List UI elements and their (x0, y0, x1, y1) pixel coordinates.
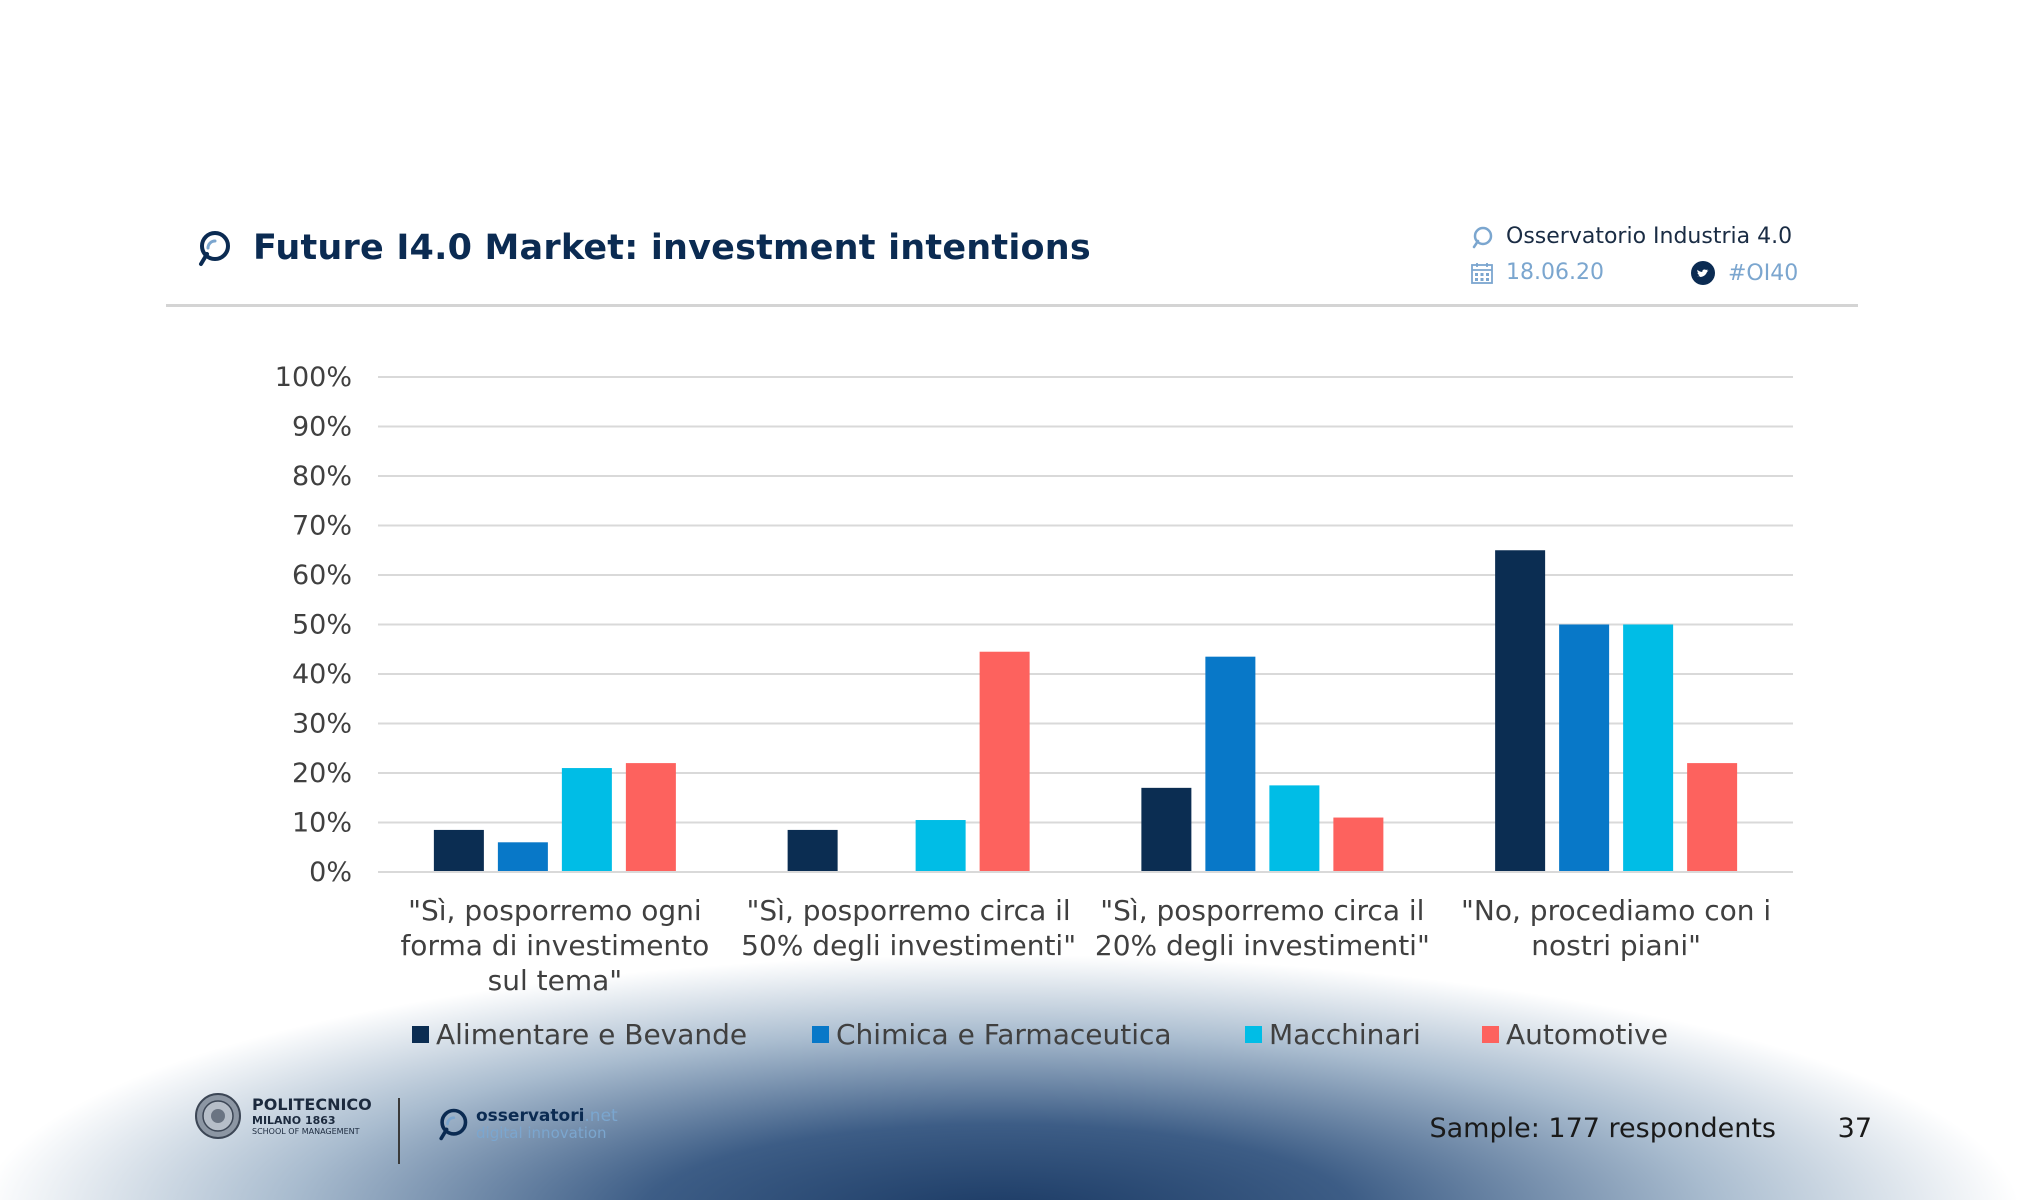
politecnico-city: MILANO 1863 (252, 1113, 336, 1127)
bar (979, 651, 1030, 872)
legend-label: Macchinari (1269, 1018, 1421, 1051)
hashtag-row: #OI40 (1690, 260, 1798, 286)
y-tick-label: 40% (292, 659, 352, 690)
x-category-label: sul tema" (488, 964, 623, 997)
osservatori-tagline: digital innovation (476, 1123, 607, 1142)
legend-label: Alimentare e Bevande (436, 1018, 747, 1051)
x-category-label: 20% degli investimenti" (1095, 929, 1430, 962)
bar (1269, 785, 1320, 872)
y-tick-label: 60% (292, 560, 352, 591)
bar (915, 820, 966, 872)
organization-row: Osservatorio Industria 4.0 (1470, 224, 1792, 249)
hashtag: #OI40 (1728, 260, 1799, 286)
bar (1333, 817, 1384, 872)
legend-swatch (1245, 1026, 1262, 1043)
organization-name: Osservatorio Industria 4.0 (1506, 224, 1793, 249)
y-tick-label: 10% (292, 808, 352, 839)
header-divider (166, 304, 1858, 307)
slide-date: 18.06.20 (1506, 260, 1604, 285)
bar (1559, 624, 1610, 872)
bar (1205, 656, 1256, 872)
bar (625, 763, 676, 872)
osservatori-name: osservatori (476, 1105, 585, 1126)
legend-swatch (412, 1026, 429, 1043)
politecnico-school: SCHOOL OF MANAGEMENT (252, 1126, 360, 1136)
y-tick-label: 100% (275, 362, 352, 393)
legend-swatch (812, 1026, 829, 1043)
x-category-label: "No, procediamo con i (1461, 894, 1771, 927)
x-category-label: nostri piani" (1531, 929, 1701, 962)
osservatori-footer-icon (439, 1108, 468, 1141)
x-category-label: "Sì, posporremo ogni (408, 894, 702, 927)
bar (787, 829, 838, 872)
slide-meta: Osservatorio Industria 4.0 18.06.20 #OI4… (1470, 220, 1830, 290)
x-category-label: "Sì, posporremo circa il (747, 894, 1071, 927)
osservatori-suffix: .net (584, 1105, 618, 1126)
osservatori-net-logo: osservatori.net digital innovation (434, 1106, 618, 1142)
footer-logo-divider (398, 1098, 400, 1164)
page-number: 37 (1837, 1113, 1872, 1144)
y-tick-label: 20% (292, 758, 352, 789)
politecnico-seal-icon (195, 1093, 241, 1139)
bar (1495, 550, 1546, 872)
legend-swatch (1482, 1026, 1499, 1043)
x-category-label: "Sì, posporremo circa il (1100, 894, 1424, 927)
y-tick-label: 70% (292, 511, 352, 542)
bar (1687, 763, 1738, 872)
y-tick-label: 30% (292, 709, 352, 740)
slide-title-bar: Future I4.0 Market: investment intention… (193, 228, 1091, 268)
bar-chart: 0% 10% 20% 30% 40% 50% 60% 70% 80% 90% 100% "Sì, po… (275, 362, 1793, 1051)
politecnico-logo: POLITECNICO MILANO 1863 SCHOOL OF MANAGE… (194, 1092, 372, 1140)
page-title: Future I4.0 Market: investment intention… (253, 228, 1091, 268)
sample-size-note: Sample: 177 respondents (1429, 1113, 1776, 1144)
bar (433, 829, 484, 872)
osservatori-logo-icon (199, 231, 230, 266)
osservatori-small-icon (1472, 226, 1493, 248)
bar (561, 768, 612, 872)
y-tick-label: 50% (292, 610, 352, 641)
x-category-label: forma di investimento (400, 929, 709, 962)
politecnico-name: POLITECNICO (252, 1094, 372, 1114)
legend-label: Chimica e Farmaceutica (836, 1018, 1172, 1051)
y-tick-label: 90% (292, 412, 352, 443)
date-row: 18.06.20 (1470, 260, 1604, 285)
y-tick-label: 0% (309, 857, 352, 888)
bar (497, 842, 548, 872)
bar (1623, 624, 1674, 872)
x-category-label: 50% degli investimenti" (741, 929, 1076, 962)
legend-label: Automotive (1506, 1018, 1668, 1051)
calendar-icon (1471, 262, 1493, 284)
bar (1141, 787, 1192, 872)
twitter-icon (1691, 261, 1715, 285)
y-tick-label: 80% (292, 461, 352, 492)
